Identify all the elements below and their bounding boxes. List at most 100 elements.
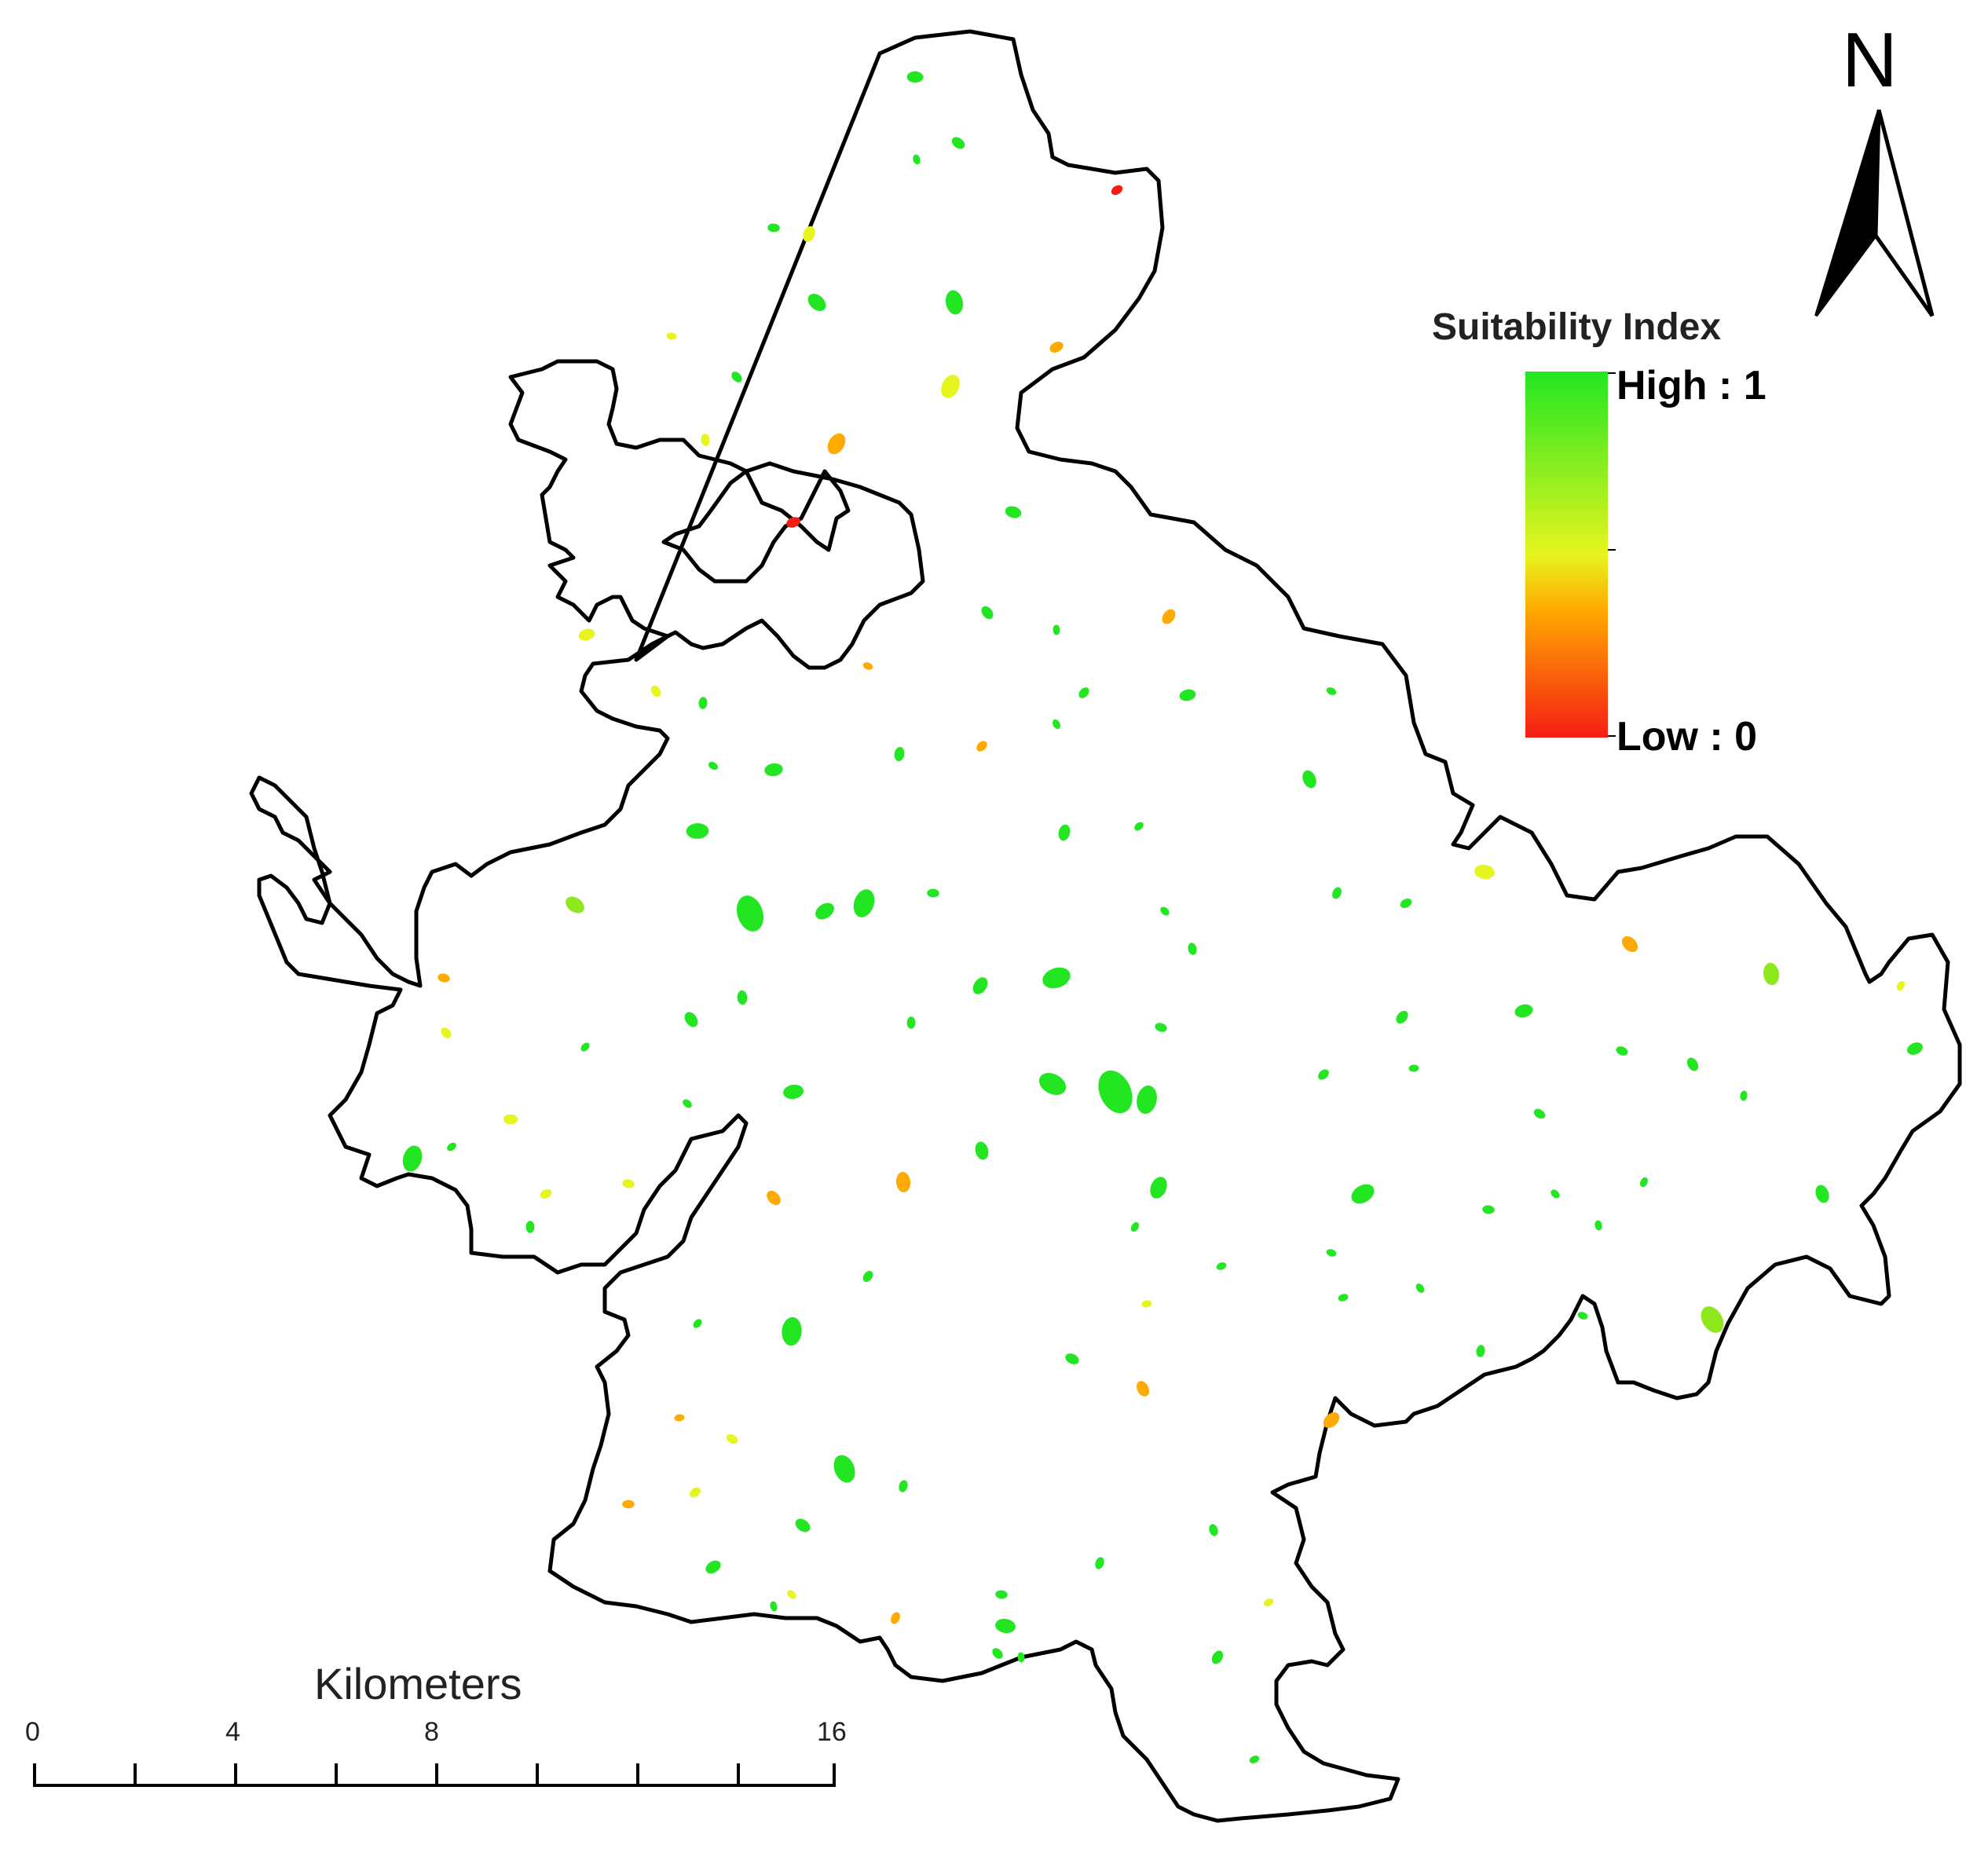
suitability-patch [1042, 967, 1071, 989]
suitability-patch [1332, 887, 1342, 899]
suitability-patch [945, 290, 964, 315]
suitability-patch [1550, 1189, 1560, 1199]
suitability-patch [1134, 822, 1144, 831]
suitability-patch [815, 903, 834, 920]
suitability-patch [1078, 687, 1089, 698]
north-arrow-left-half [1814, 109, 1880, 317]
suitability-patch [438, 973, 450, 983]
suitability-patch [726, 1433, 738, 1444]
suitability-patch [1400, 898, 1412, 909]
suitability-patch [767, 223, 780, 232]
suitability-patch [580, 1042, 590, 1052]
scale-bar-ticks [33, 1763, 836, 1787]
suitability-patch [1907, 1042, 1923, 1055]
scale-label-16: 16 [817, 1717, 847, 1747]
suitability-patch [941, 375, 960, 398]
suitability-patch [992, 1648, 1003, 1659]
suitability-patch [693, 1319, 702, 1328]
legend-low-label: Low : 0 [1616, 714, 1757, 760]
suitability-patch [1249, 1756, 1260, 1763]
legend: Suitability Index High : 1 Low : 0 [1432, 306, 1767, 760]
scale-label-4: 4 [225, 1717, 240, 1747]
suitability-patch [807, 294, 826, 311]
suitability-patch [891, 1612, 900, 1624]
suitability-patch [995, 1590, 1008, 1599]
suitability-patch [1155, 1023, 1167, 1032]
suitability-patch [862, 662, 873, 670]
suitability-patch [972, 977, 988, 994]
suitability-patch [1160, 906, 1170, 916]
suitability-patch [764, 763, 783, 777]
suitability-patch [1098, 1070, 1133, 1114]
suitability-patch [1482, 1205, 1495, 1214]
suitability-patch [786, 517, 800, 528]
suitability-patch [1209, 1524, 1218, 1536]
suitability-patch [913, 154, 921, 165]
suitability-patch [578, 628, 595, 641]
suitability-patch [1188, 943, 1197, 955]
suitability-patch [708, 761, 719, 771]
suitability-patch [1621, 935, 1638, 953]
suitability-patch [666, 332, 677, 340]
suitability-patch [1323, 1412, 1340, 1428]
suitability-patch [566, 896, 584, 914]
legend-title: Suitability Index [1432, 306, 1721, 348]
scale-bar: Kilometers 0 4 8 16 [25, 1659, 847, 1787]
suitability-patch [783, 1084, 804, 1100]
suitability-patch [1701, 1306, 1724, 1333]
suitability-patch [1514, 1004, 1533, 1018]
suitability-patch [1150, 1177, 1167, 1199]
suitability-patch [1179, 689, 1196, 701]
suitability-patch [1415, 1283, 1425, 1293]
suitability-patch [795, 1518, 811, 1532]
suitability-patch [540, 1189, 552, 1199]
suitability-patch [827, 433, 846, 455]
suitability-patch [899, 1480, 908, 1492]
suitability-patch [1049, 342, 1064, 353]
suitability-patch [1211, 1650, 1224, 1664]
scale-label-8: 8 [424, 1717, 439, 1747]
suitability-patch [1162, 609, 1176, 624]
north-arrow-letter: N [1842, 16, 1898, 103]
suitability-patch [686, 823, 709, 839]
suitability-patch [1326, 1249, 1337, 1257]
suitability-patch [1740, 1090, 1748, 1101]
suitability-patch [1396, 1010, 1408, 1024]
suitability-patch [1141, 1300, 1152, 1308]
suitability-patch [525, 1221, 535, 1233]
suitability-patch [894, 746, 905, 762]
suitability-patch [951, 137, 965, 149]
suitability-patch [833, 1455, 855, 1483]
suitability-patch [1263, 1598, 1274, 1607]
study-area-boundary [249, 29, 1962, 1823]
suitability-patch [690, 1487, 701, 1498]
suitability-patch [770, 1601, 778, 1612]
suitability-patch [803, 225, 815, 243]
legend-color-ramp [1525, 372, 1608, 738]
suitability-patch [684, 1012, 698, 1027]
suitability-patch [1111, 185, 1123, 196]
suitability-patch [1896, 980, 1906, 991]
suitability-patch [1815, 1184, 1829, 1203]
suitability-patch [1017, 1652, 1025, 1663]
suitability-patch [1137, 1381, 1149, 1397]
suitability-patch [1053, 624, 1060, 635]
suitability-patch [1216, 1262, 1227, 1270]
suitability-patch [674, 1414, 685, 1422]
scale-label-0: 0 [25, 1717, 40, 1747]
suitability-patch [650, 685, 661, 697]
suitability-patch [1474, 864, 1495, 880]
suitability-patch [1686, 1057, 1699, 1071]
suitability-patch [1052, 719, 1061, 730]
suitability-patch [1616, 1046, 1628, 1056]
suitability-patch [1594, 1220, 1602, 1231]
scale-bar-title: Kilometers [314, 1659, 522, 1708]
suitability-patch [731, 372, 742, 383]
suitability-patch [782, 1316, 802, 1346]
suitability-patch [1005, 506, 1022, 518]
suitability-patch [975, 1141, 989, 1160]
suitability-patch [1130, 1221, 1140, 1232]
suitability-patch [1318, 1069, 1329, 1080]
suitability-patch [976, 741, 987, 752]
